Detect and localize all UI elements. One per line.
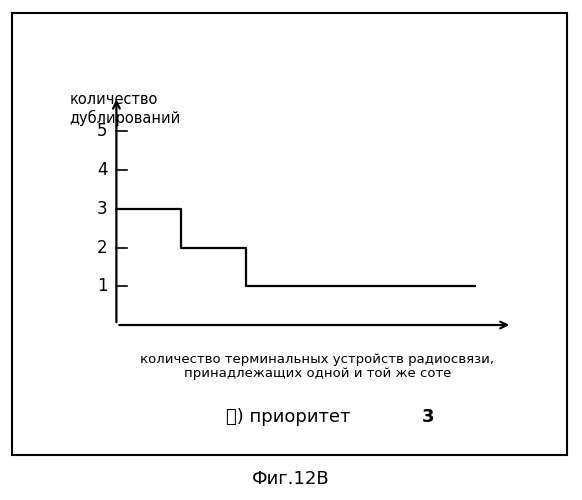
Text: 3: 3	[97, 200, 108, 218]
Text: 1: 1	[97, 278, 108, 295]
Text: Фиг.12В: Фиг.12В	[252, 470, 330, 488]
Text: количество
дублирований: количество дублирований	[70, 92, 181, 126]
Text: Ⓑ) приоритет: Ⓑ) приоритет	[226, 408, 356, 426]
Text: 2: 2	[97, 238, 108, 256]
Text: количество терминальных устройств радиосвязи,
принадлежащих одной и той же соте: количество терминальных устройств радиос…	[140, 352, 494, 380]
Text: 4: 4	[97, 161, 108, 179]
Text: 5: 5	[97, 122, 108, 140]
Text: 3: 3	[421, 408, 434, 426]
